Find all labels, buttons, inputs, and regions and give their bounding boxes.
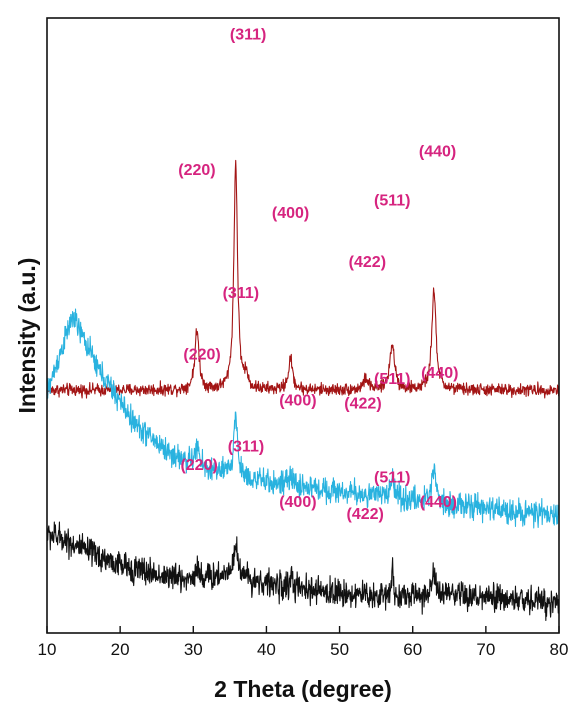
x-tick-label: 10: [38, 640, 57, 659]
peak-label: (311): [223, 285, 259, 302]
plot-area: [46, 159, 560, 622]
x-tick-label: 60: [403, 640, 422, 659]
plot-frame: [46, 17, 560, 634]
series-line-1: [46, 159, 560, 399]
peak-label: (220): [180, 457, 217, 474]
peak-label: (400): [279, 392, 316, 409]
peak-label: (440): [421, 365, 458, 382]
peak-label: (311): [228, 439, 264, 456]
x-axis-ticks: 10 20 30 40 50 60 70 80: [38, 626, 569, 659]
peak-labels: (220) (311) (400) (422) (511) (440) (220) (311)…: [178, 27, 458, 524]
series-line-2: [46, 308, 560, 529]
x-tick-label: 40: [257, 640, 276, 659]
peak-label: (440): [420, 494, 457, 511]
x-tick-label: 30: [184, 640, 203, 659]
peak-label: (400): [272, 205, 309, 222]
peak-label: (511): [374, 193, 410, 210]
x-tick-label: 50: [330, 640, 349, 659]
peak-label: (511): [374, 469, 410, 486]
peak-label: (311): [230, 27, 266, 44]
peak-label: (220): [183, 346, 220, 363]
peak-label: (422): [349, 254, 386, 271]
peak-label: (440): [419, 143, 456, 160]
peak-label: (511): [374, 371, 410, 388]
x-axis-title: 2 Theta (degree): [214, 676, 392, 702]
peak-label: (422): [344, 396, 381, 413]
x-tick-label: 20: [111, 640, 130, 659]
peak-label: (400): [279, 494, 316, 511]
x-tick-label: 70: [476, 640, 495, 659]
x-tick-label: 80: [550, 640, 569, 659]
peak-label: (422): [346, 506, 383, 523]
series-line-3: [46, 521, 560, 622]
y-axis-title: Intensity (a.u.): [14, 258, 40, 414]
peak-label: (220): [178, 162, 215, 179]
